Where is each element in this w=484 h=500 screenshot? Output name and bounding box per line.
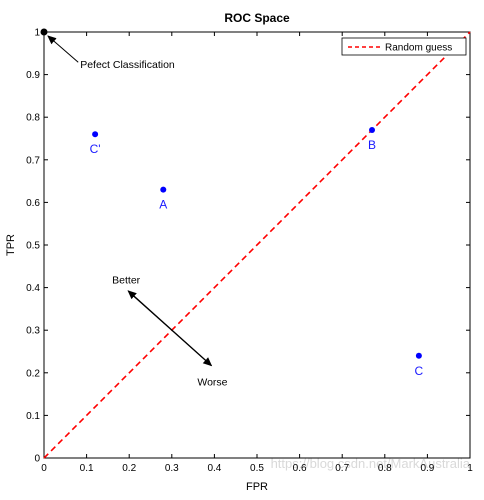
- x-tick-label: 0.3: [165, 463, 179, 474]
- x-tick-label: 0: [41, 463, 47, 474]
- perfect-arrow: [47, 35, 79, 63]
- annotation-worse: Worse: [197, 377, 227, 389]
- x-tick-label: 1: [467, 463, 473, 474]
- y-tick-label: 0: [34, 454, 40, 465]
- data-point-label: C': [90, 142, 101, 156]
- x-tick-label: 0.5: [250, 463, 264, 474]
- y-tick-label: 0.4: [26, 283, 40, 294]
- x-tick-label: 0.7: [335, 463, 349, 474]
- data-point: [369, 126, 376, 133]
- y-tick-label: 0.5: [26, 241, 40, 252]
- plot-layer: 0 0.1 0.2 0.3 0.4 0.5 0.6 0.7 0.8 0.9 1 0 0.1 0.2 0.3 0…: [26, 28, 473, 475]
- better-arrow: [127, 290, 212, 366]
- y-tick-label: 1: [34, 28, 40, 39]
- chart-title: ROC Space: [224, 11, 290, 25]
- y-tick-label: 0.8: [26, 113, 40, 124]
- watermark-text: https://blog.csdn.net/MarkAustralia: [271, 456, 471, 471]
- legend-box: [341, 37, 467, 56]
- y-tick-label: 0.9: [26, 70, 40, 81]
- x-axis-label: FPR: [246, 481, 268, 493]
- x-tick-label: 0.1: [80, 463, 94, 474]
- legend-label-random: Random guess: [385, 43, 452, 54]
- annotation-better: Better: [112, 274, 141, 286]
- legend: Random guess: [341, 37, 467, 56]
- y-tick-label: 0.6: [26, 198, 40, 209]
- x-tick-label: 0.2: [122, 463, 136, 474]
- y-tick-label: 0.3: [26, 326, 40, 337]
- data-point-label: A: [159, 198, 167, 212]
- y-tick-label: 0.2: [26, 368, 40, 379]
- perfect-point: [40, 28, 48, 36]
- data-point-label: C: [415, 364, 424, 378]
- data-point: [92, 131, 99, 138]
- x-tick-label: 0.8: [378, 463, 392, 474]
- x-tick-label: 0.4: [207, 463, 221, 474]
- annotation-perfect: Pefect Classification: [80, 59, 175, 71]
- y-tick-label: 0.7: [26, 155, 40, 166]
- x-tick-label: 0.9: [420, 463, 434, 474]
- y-axis-label: TPR: [5, 234, 17, 256]
- data-point: [415, 352, 422, 359]
- x-tick-label: 0.6: [293, 463, 307, 474]
- y-tick-label: 0.1: [26, 411, 40, 422]
- data-point-label: B: [368, 138, 376, 152]
- data-point: [160, 186, 167, 193]
- random-guess-line: [43, 31, 471, 459]
